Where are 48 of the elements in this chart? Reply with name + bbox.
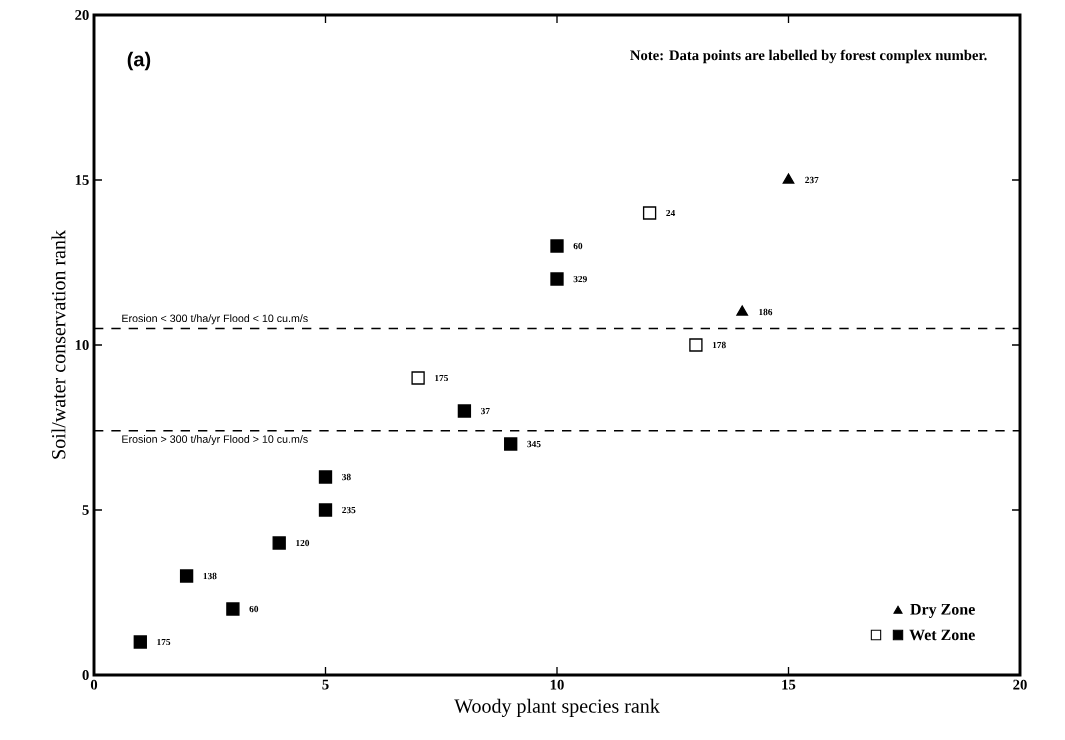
annotation: 175 <box>435 374 449 382</box>
x-tick-label: 10 <box>550 679 564 690</box>
annotation: 345 <box>527 440 541 448</box>
annotation: 235 <box>342 506 356 514</box>
annotation: Note: Data points are labelled by forest complex number. <box>630 49 987 64</box>
annotation: 178 <box>712 341 726 349</box>
point <box>179 569 194 583</box>
annotation: 24 <box>666 209 676 217</box>
point <box>457 404 472 418</box>
legend-label: Wet Zone <box>909 629 975 641</box>
point <box>226 602 240 616</box>
annotation: 175 <box>157 638 171 646</box>
y-axis-title: Soil/water conservation rank <box>51 230 66 459</box>
annotation: 186 <box>759 308 773 316</box>
point <box>504 437 518 451</box>
y-tick-label: 20 <box>75 10 89 20</box>
annotation: 138 <box>203 572 217 580</box>
y-tick-label: 15 <box>75 175 89 185</box>
x-tick-label: 20 <box>1013 679 1027 690</box>
annotation: 237 <box>805 176 819 184</box>
ref-line-label: Erosion < 300 t/ha/yr Flood < 10 cu.m/s <box>122 314 308 325</box>
annotation: 60 <box>249 605 259 613</box>
point <box>318 503 333 517</box>
legend-label: Dry Zone <box>910 604 975 618</box>
point <box>736 305 749 316</box>
point <box>550 272 564 286</box>
annotation: 60 <box>573 242 583 250</box>
annotation: 37 <box>481 407 490 415</box>
y-tick-label: 0 <box>82 670 89 680</box>
point <box>411 371 425 385</box>
point <box>550 239 564 253</box>
annotation: 38 <box>342 473 351 481</box>
y-tick-label: 5 <box>82 505 89 515</box>
point <box>318 470 333 484</box>
annotation: 120 <box>296 539 310 547</box>
point <box>133 635 147 649</box>
x-tick-label: 0 <box>90 679 98 690</box>
x-tick-label: 15 <box>782 679 796 690</box>
annotation: (a) <box>127 51 151 71</box>
y-tick-label: 10 <box>75 340 89 350</box>
point <box>689 338 703 352</box>
annotation: 329 <box>573 275 587 283</box>
x-tick-label: 5 <box>322 679 329 690</box>
ref-line-label: Erosion > 300 t/ha/yr Flood > 10 cu.m/s <box>122 435 308 446</box>
point <box>272 536 286 550</box>
point <box>782 173 795 184</box>
point <box>642 206 657 220</box>
x-axis-title: Woody plant species rank <box>454 698 660 717</box>
